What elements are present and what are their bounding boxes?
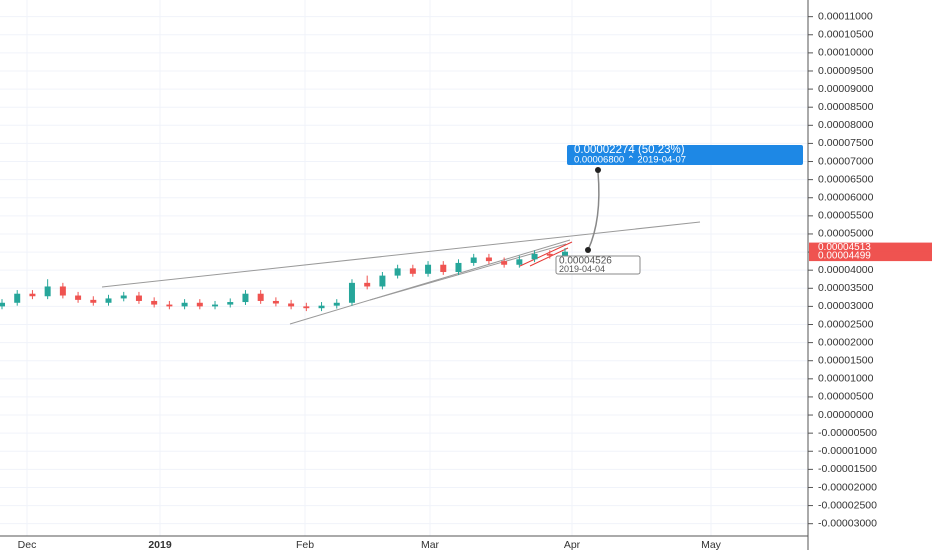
y-tick-label: 0.00010000 [818,47,874,59]
candle-body [288,303,295,307]
trendline [101,221,701,288]
y-tick-label: -0.00001500 [818,463,877,475]
candle-body [151,300,158,305]
y-tick-label: 0.00006000 [818,192,874,204]
y-tick-label: 0.00003500 [818,282,874,294]
drawings [101,167,701,325]
candle-body [105,298,112,303]
candle-body [0,302,5,307]
cursor-label: 0.00004526 2019-04-04 [555,255,641,275]
x-tick-label: Feb [296,539,314,550]
y-tick-label: 0.00002000 [818,336,874,348]
candle-body [181,302,188,307]
x-tick-label: Dec [18,539,37,550]
x-tick-label: 2019 [148,539,172,550]
candle-body [29,293,36,297]
y-tick-label: 0.00007500 [818,137,874,149]
trendline [519,241,573,267]
y-tick-label: 0.00001500 [818,354,874,366]
candle-body [75,295,82,300]
candle-body [14,293,21,303]
y-tick-label: 0.00007000 [818,155,874,167]
y-tick-label: 0.00011000 [818,10,873,22]
x-tick-label: May [701,539,722,550]
y-tick-label: 0.00006500 [818,173,874,185]
y-tick-label: 0.00008000 [818,119,874,131]
candle-body [409,268,416,274]
candle-body [425,264,432,274]
candle-body [394,268,401,276]
price-tag-bg [809,242,932,253]
trendline [289,239,571,325]
candle-body [562,251,568,256]
y-tick-label: 0.00009000 [818,83,874,95]
candle-body [212,304,219,307]
y-tick-label: -0.00002500 [818,499,877,511]
y-tick-label: 0.00000500 [818,391,874,403]
y-tick-label: 0.00004000 [818,264,874,276]
y-tick-label: 0.00005500 [818,210,874,222]
candle-body [166,304,173,307]
y-tick-label: 0.00009500 [818,65,874,77]
axis: 0.00011000 0.00010500 0.00010000 0.00009500… [18,10,932,550]
candle-body [227,302,234,305]
anchor-point [585,247,591,253]
cursor-label-bg [555,255,641,275]
candle-body [516,259,523,265]
candle-body [90,299,97,303]
projection-bg [567,145,803,165]
candle-body [303,306,310,309]
candle-body [120,295,127,299]
candle-body [44,286,51,297]
y-tick-label: -0.00003000 [818,517,877,529]
x-tick-label: Mar [421,539,440,550]
trendline [529,247,569,267]
candle-body [485,257,492,262]
candle-body [501,261,508,265]
price-tag-label: 0.00004499 [818,251,871,262]
y-tick-label: -0.00001000 [818,445,877,457]
candle-body [470,257,477,263]
projection-change: 0.00002274 (50.23%) [574,144,685,156]
candle-body [531,253,538,260]
candle-body [379,275,386,287]
anchor-point [595,167,601,173]
y-tick-label: 0.00001000 [818,373,874,385]
candle-body [348,282,355,303]
y-tick-label: 0.00010500 [818,29,874,41]
candle-body [440,264,447,272]
candle-body [333,302,340,306]
projection-arrow [587,171,600,251]
candle-body [257,293,264,301]
price-tag-bg [809,251,932,262]
y-tick-label: 0.00002500 [818,318,874,330]
grid [0,0,808,536]
candle-body [59,286,66,296]
y-tick-label: 0.00008500 [818,101,874,113]
candle-body [318,305,325,309]
cursor-date: 2019-04-04 [559,264,605,274]
trendline [369,243,567,301]
y-tick-label: 0.00003000 [818,300,874,312]
candle-body [546,253,553,256]
cursor-price: 0.00004526 [559,256,612,267]
y-tick-label: 0.00000000 [818,409,874,421]
projection-target: 0.00006800 ⌃ 2019-04-07 [574,155,686,166]
projection-box: 0.00002274 (50.23%) 0.00006800 ⌃ 2019-04… [567,144,803,166]
price-tag-label: 0.00004513 [818,242,871,253]
candle-body [196,302,203,307]
x-tick-label: Apr [564,539,581,550]
candle-body [272,300,279,304]
candle-body [455,262,462,272]
candle-body [364,282,371,287]
y-tick-label: -0.00002000 [818,481,877,493]
y-tick-label: 0.00005000 [818,228,874,240]
candle-body [135,295,142,301]
y-tick-label: -0.00000500 [818,427,877,439]
candles [0,248,568,312]
candle-body [242,293,249,303]
